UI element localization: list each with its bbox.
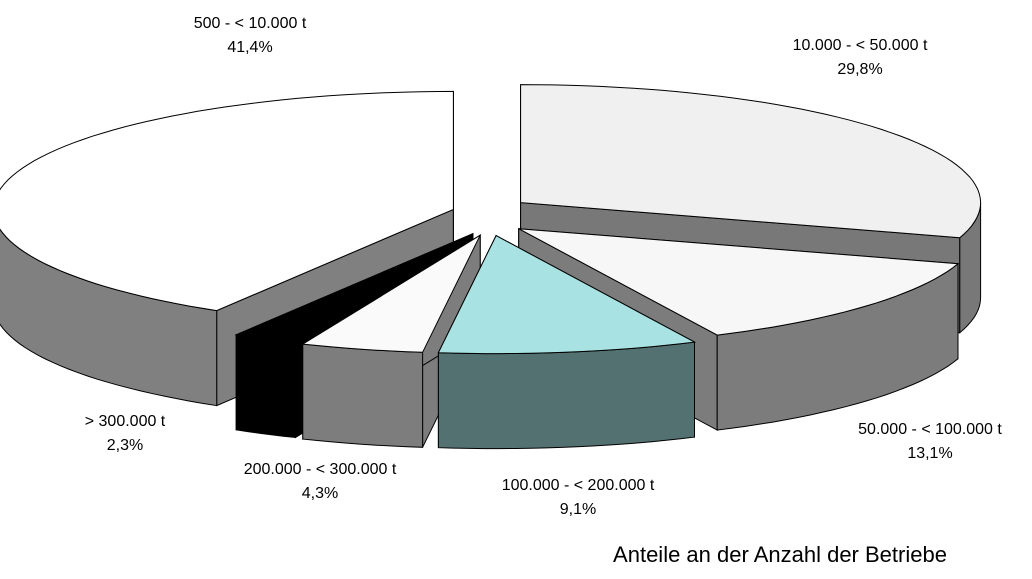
slice-group — [437, 234, 697, 450]
slice-side — [235, 334, 296, 439]
slice-side — [302, 343, 424, 448]
slice — [520, 84, 982, 239]
slice — [518, 228, 960, 336]
slice-label: 10.000 - < 50.000 t — [793, 37, 928, 54]
slice-value-label: 2,3% — [107, 437, 143, 454]
slice-value-label: 41,4% — [227, 39, 272, 56]
slice-label: > 300.000 t — [85, 413, 166, 430]
slice-label: 200.000 - < 300.000 t — [244, 461, 397, 478]
slice-value-label: 9,1% — [560, 501, 596, 518]
slice-group — [301, 233, 482, 448]
slice-side — [437, 341, 695, 450]
slice-value-label: 4,3% — [302, 485, 338, 502]
slice-label: 100.000 - < 200.000 t — [502, 477, 655, 494]
slice-value-label: 29,8% — [837, 61, 882, 78]
slice — [0, 90, 454, 312]
slice — [437, 234, 697, 355]
slice-label: 500 - < 10.000 t — [194, 15, 307, 32]
slice-value-label: 13,1% — [907, 445, 952, 462]
slice-label: 50.000 - < 100.000 t — [858, 421, 1002, 438]
slice — [301, 233, 482, 353]
pie — [0, 84, 982, 450]
slice — [234, 233, 474, 344]
chart-title: Anteile an der Anzahl der Betriebe — [613, 542, 947, 567]
